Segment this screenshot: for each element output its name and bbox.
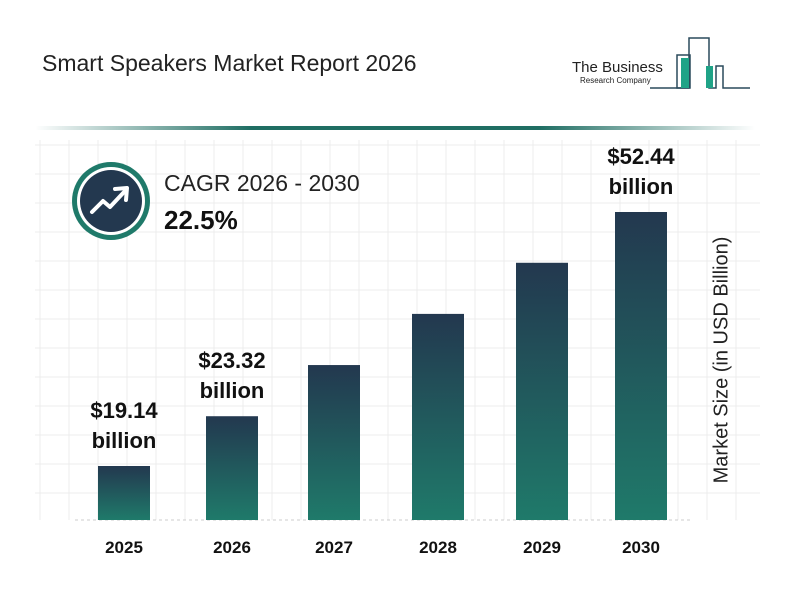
cagr-label: CAGR 2026 - 2030 xyxy=(164,170,360,196)
svg-text:The Business: The Business xyxy=(572,59,663,76)
data-label: billion xyxy=(200,378,265,403)
company-logo: The Business Research Company xyxy=(560,30,760,100)
x-tick-label: 2025 xyxy=(105,538,143,557)
data-label: $52.44 xyxy=(607,144,675,169)
data-label: billion xyxy=(92,428,157,453)
x-tick-label: 2028 xyxy=(419,538,457,557)
bar-2030 xyxy=(615,212,667,520)
x-tick-label: 2029 xyxy=(523,538,561,557)
trending-up-icon xyxy=(90,186,129,214)
bar-2025 xyxy=(98,466,150,520)
bar-2029 xyxy=(516,262,568,520)
svg-text:Research Company: Research Company xyxy=(580,76,651,85)
bar-2028 xyxy=(412,313,464,520)
x-tick-label: 2027 xyxy=(315,538,353,557)
cagr-value: 22.5% xyxy=(164,205,238,235)
page-title: Smart Speakers Market Report 2026 xyxy=(42,50,417,76)
divider xyxy=(35,126,755,130)
bar-2026 xyxy=(206,416,258,520)
x-tick-label: 2030 xyxy=(622,538,660,557)
data-label: $19.14 xyxy=(90,398,158,423)
data-label: $23.32 xyxy=(198,348,265,373)
bar-2027 xyxy=(308,365,360,520)
y-axis-label: Market Size (in USD Billion) xyxy=(710,236,733,484)
x-tick-label: 2026 xyxy=(213,538,251,557)
cagr-badge xyxy=(72,162,150,240)
data-label: billion xyxy=(609,174,674,199)
